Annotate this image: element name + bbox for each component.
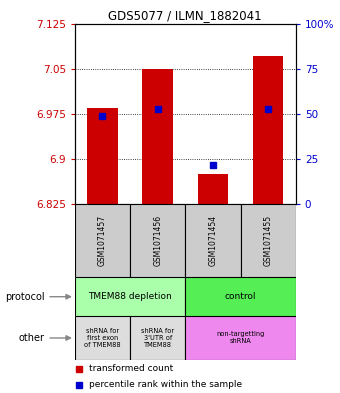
Bar <box>253 55 283 204</box>
Bar <box>75 316 130 360</box>
Text: shRNA for
first exon
of TMEM88: shRNA for first exon of TMEM88 <box>84 328 121 348</box>
Title: GDS5077 / ILMN_1882041: GDS5077 / ILMN_1882041 <box>108 9 262 22</box>
Bar <box>75 204 130 277</box>
Bar <box>185 277 296 316</box>
Bar <box>130 316 185 360</box>
Text: GSM1071454: GSM1071454 <box>208 215 217 266</box>
Bar <box>185 316 296 360</box>
Text: other: other <box>18 333 70 343</box>
Bar <box>185 204 241 277</box>
Bar <box>75 277 185 316</box>
Text: protocol: protocol <box>5 292 70 302</box>
Bar <box>142 69 173 204</box>
Text: shRNA for
3'UTR of
TMEM88: shRNA for 3'UTR of TMEM88 <box>141 328 174 348</box>
Bar <box>241 204 296 277</box>
Text: percentile rank within the sample: percentile rank within the sample <box>89 380 242 389</box>
Bar <box>130 204 185 277</box>
Text: non-targetting
shRNA: non-targetting shRNA <box>216 331 265 345</box>
Text: GSM1071455: GSM1071455 <box>264 215 273 266</box>
Bar <box>198 174 228 204</box>
Text: TMEM88 depletion: TMEM88 depletion <box>88 292 172 301</box>
Text: control: control <box>225 292 256 301</box>
Text: GSM1071457: GSM1071457 <box>98 215 107 266</box>
Text: GSM1071456: GSM1071456 <box>153 215 162 266</box>
Bar <box>87 108 118 204</box>
Text: transformed count: transformed count <box>89 364 173 373</box>
